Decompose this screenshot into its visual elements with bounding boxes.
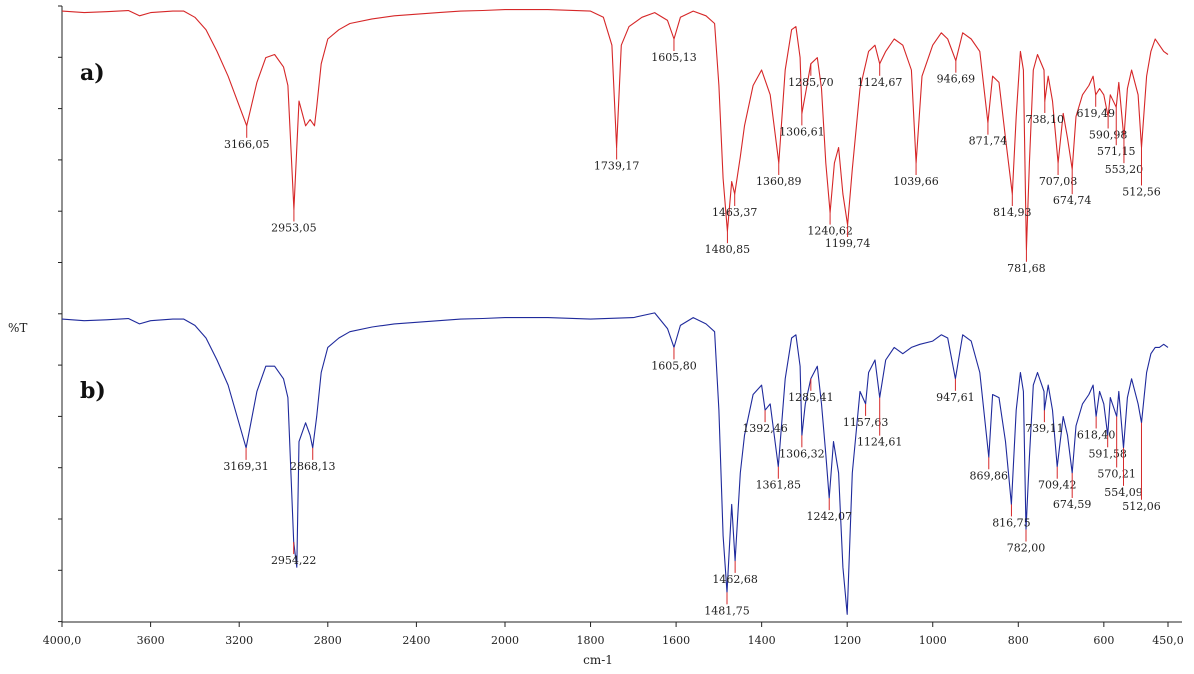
x-tick-label: 1000 (919, 634, 947, 647)
peak-label: 871,74 (969, 135, 1008, 148)
peak-label: 1739,17 (594, 160, 640, 173)
peak-label: 1605,80 (651, 359, 697, 372)
peak-label: 1124,61 (857, 436, 903, 449)
x-tick-label: 2800 (314, 634, 342, 647)
peak-label: 707,08 (1039, 175, 1078, 188)
peak-label: 816,75 (992, 516, 1031, 529)
x-tick-label: 1400 (748, 634, 776, 647)
peak-label: 1481,75 (704, 604, 750, 617)
x-tick-label: 4000,0 (43, 634, 82, 647)
x-tick-label: 3600 (137, 634, 165, 647)
x-tick-label: 800 (1008, 634, 1029, 647)
peak-label: 3166,05 (224, 138, 270, 151)
peak-label: 674,59 (1053, 498, 1092, 511)
peak-label: 1392,46 (742, 422, 788, 435)
peak-label: 1240,62 (807, 225, 853, 238)
axes-layer: 4000,0 3600 3200 2800 2400 2000 1800 1600 1400 12… (8, 5, 1184, 667)
x-tick-label: 3200 (225, 634, 253, 647)
peak-label: 1157,63 (843, 416, 889, 429)
x-tick-label: 2000 (491, 634, 519, 647)
peak-label: 946,69 (937, 73, 976, 86)
peak-label: 512,56 (1122, 186, 1161, 199)
y-axis-title: %T (8, 321, 27, 335)
peak-label: 1199,74 (825, 237, 871, 250)
peak-label: 553,20 (1105, 163, 1144, 176)
peak-label: 1361,85 (756, 479, 802, 492)
peak-label: 1306,32 (779, 447, 825, 460)
peak-label: 554,09 (1104, 486, 1143, 499)
peak-label: 1480,85 (705, 243, 751, 256)
peak-label: 2953,05 (271, 222, 317, 235)
peak-label: 674,74 (1053, 194, 1092, 207)
peak-label: 2868,13 (290, 460, 336, 473)
panel-label-b: b) (80, 378, 106, 404)
peak-label: 814,93 (993, 206, 1032, 219)
peak-label: 1285,41 (788, 391, 834, 404)
peak-label: 1124,67 (857, 76, 903, 89)
peak-label: 590,98 (1089, 129, 1128, 142)
x-axis-title: cm-1 (583, 653, 613, 667)
peak-label: 591,58 (1088, 447, 1127, 460)
peak-label: 739,11 (1025, 422, 1064, 435)
peak-label: 869,86 (970, 469, 1009, 482)
peak-label: 1462,68 (712, 573, 758, 586)
peak-label: 3169,31 (223, 460, 269, 473)
panel-label-a: a) (80, 60, 105, 86)
peak-label: 1039,66 (893, 175, 939, 188)
peak-label: 570,21 (1097, 467, 1136, 480)
x-tick-label: 450,0 (1152, 634, 1184, 647)
peak-label: 781,68 (1007, 262, 1046, 275)
x-tick-label: 1600 (662, 634, 690, 647)
peak-label: 571,15 (1097, 145, 1136, 158)
peak-label: 709,42 (1038, 479, 1077, 492)
peak-label: 619,49 (1076, 107, 1115, 120)
x-tick-label: 1800 (577, 634, 605, 647)
peak-label: 1463,37 (712, 206, 758, 219)
peak-label: 2954,22 (271, 554, 317, 567)
peak-label: 1605,13 (651, 51, 697, 64)
peak-label: 512,06 (1122, 500, 1161, 513)
peak-label: 1306,61 (779, 125, 825, 138)
spectrum-line-a (61, 9, 1169, 251)
peak-label: 738,10 (1026, 113, 1065, 126)
x-tick-label: 2400 (402, 634, 430, 647)
peak-label: 947,61 (936, 391, 975, 404)
x-tick-label: 1200 (833, 634, 861, 647)
x-tick-label: 600 (1093, 634, 1114, 647)
peak-label: 782,00 (1007, 542, 1046, 555)
peak-label: 1285,70 (788, 76, 834, 89)
peak-label: 1242,07 (806, 510, 852, 523)
peak-label: 618,40 (1077, 428, 1116, 441)
label-layer: a) 3166,05 2953,05 1739,17 1605,13 1480,85 146… (80, 39, 1161, 617)
peak-label: 1360,89 (756, 175, 802, 188)
